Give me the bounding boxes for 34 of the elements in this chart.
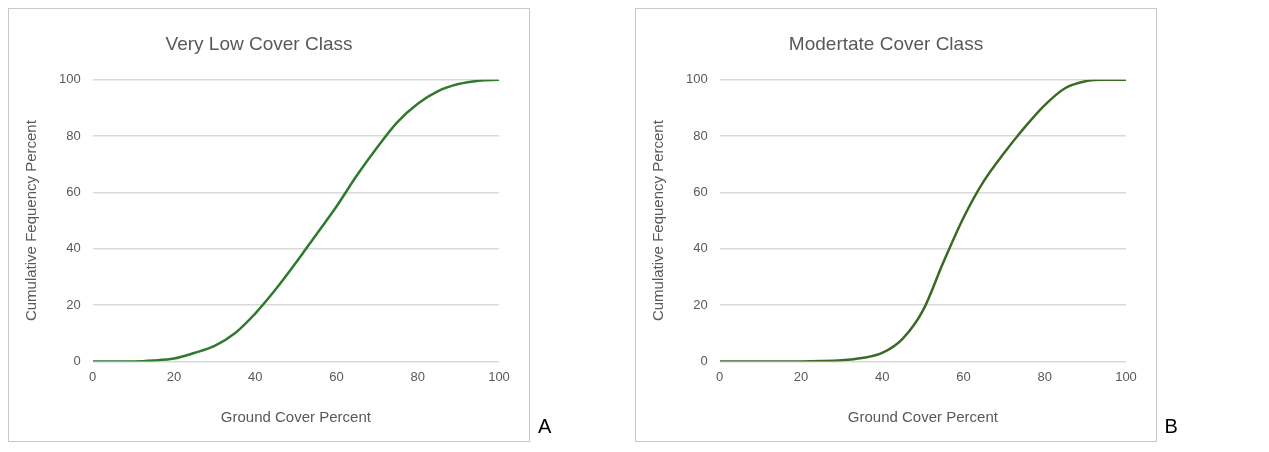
x-tick-label: 0 bbox=[89, 368, 97, 384]
y-tick-label: 0 bbox=[73, 352, 81, 368]
text: B bbox=[1164, 415, 1178, 437]
chart-title: Very Low Cover Class bbox=[165, 32, 353, 54]
x-axis-title: Ground Cover Percent bbox=[847, 408, 999, 426]
y-tick-label: 80 bbox=[692, 127, 708, 143]
y-axis-title: Cumulative Fequency Percent bbox=[648, 119, 666, 322]
y-tick-label: 100 bbox=[685, 71, 708, 87]
x-tick-label: 40 bbox=[874, 368, 889, 384]
y-tick-label: 20 bbox=[692, 296, 708, 312]
x-tick-label: 80 bbox=[410, 368, 425, 384]
x-tick-label: 0 bbox=[715, 368, 723, 384]
y-tick-label: 100 bbox=[58, 71, 81, 87]
x-tick-label: 80 bbox=[1037, 368, 1052, 384]
y-tick-label: 80 bbox=[66, 127, 81, 143]
x-tick-label: 100 bbox=[488, 368, 510, 384]
x-tick-label: 20 bbox=[793, 368, 808, 384]
x-tick-label: 20 bbox=[166, 368, 182, 384]
y-tick-label: 40 bbox=[692, 240, 708, 256]
y-tick-label: 60 bbox=[66, 184, 81, 200]
y-axis-title: Cumulative Fequency Percent bbox=[22, 119, 40, 322]
x-axis-title: Ground Cover Percent bbox=[220, 408, 372, 426]
text: A bbox=[538, 415, 552, 437]
x-tick-label: 100 bbox=[1114, 368, 1137, 384]
x-tick-label: 60 bbox=[955, 368, 971, 384]
y-tick-label: 20 bbox=[66, 296, 81, 312]
y-tick-label: 0 bbox=[699, 352, 708, 368]
x-tick-label: 40 bbox=[247, 368, 263, 384]
x-tick-label: 60 bbox=[329, 368, 344, 384]
line-series bbox=[719, 79, 1126, 362]
y-tick-label: 60 bbox=[692, 184, 708, 200]
y-tick-label: 40 bbox=[66, 240, 81, 256]
line-series bbox=[92, 79, 499, 362]
chart-title: Modertate Cover Class bbox=[788, 32, 983, 54]
